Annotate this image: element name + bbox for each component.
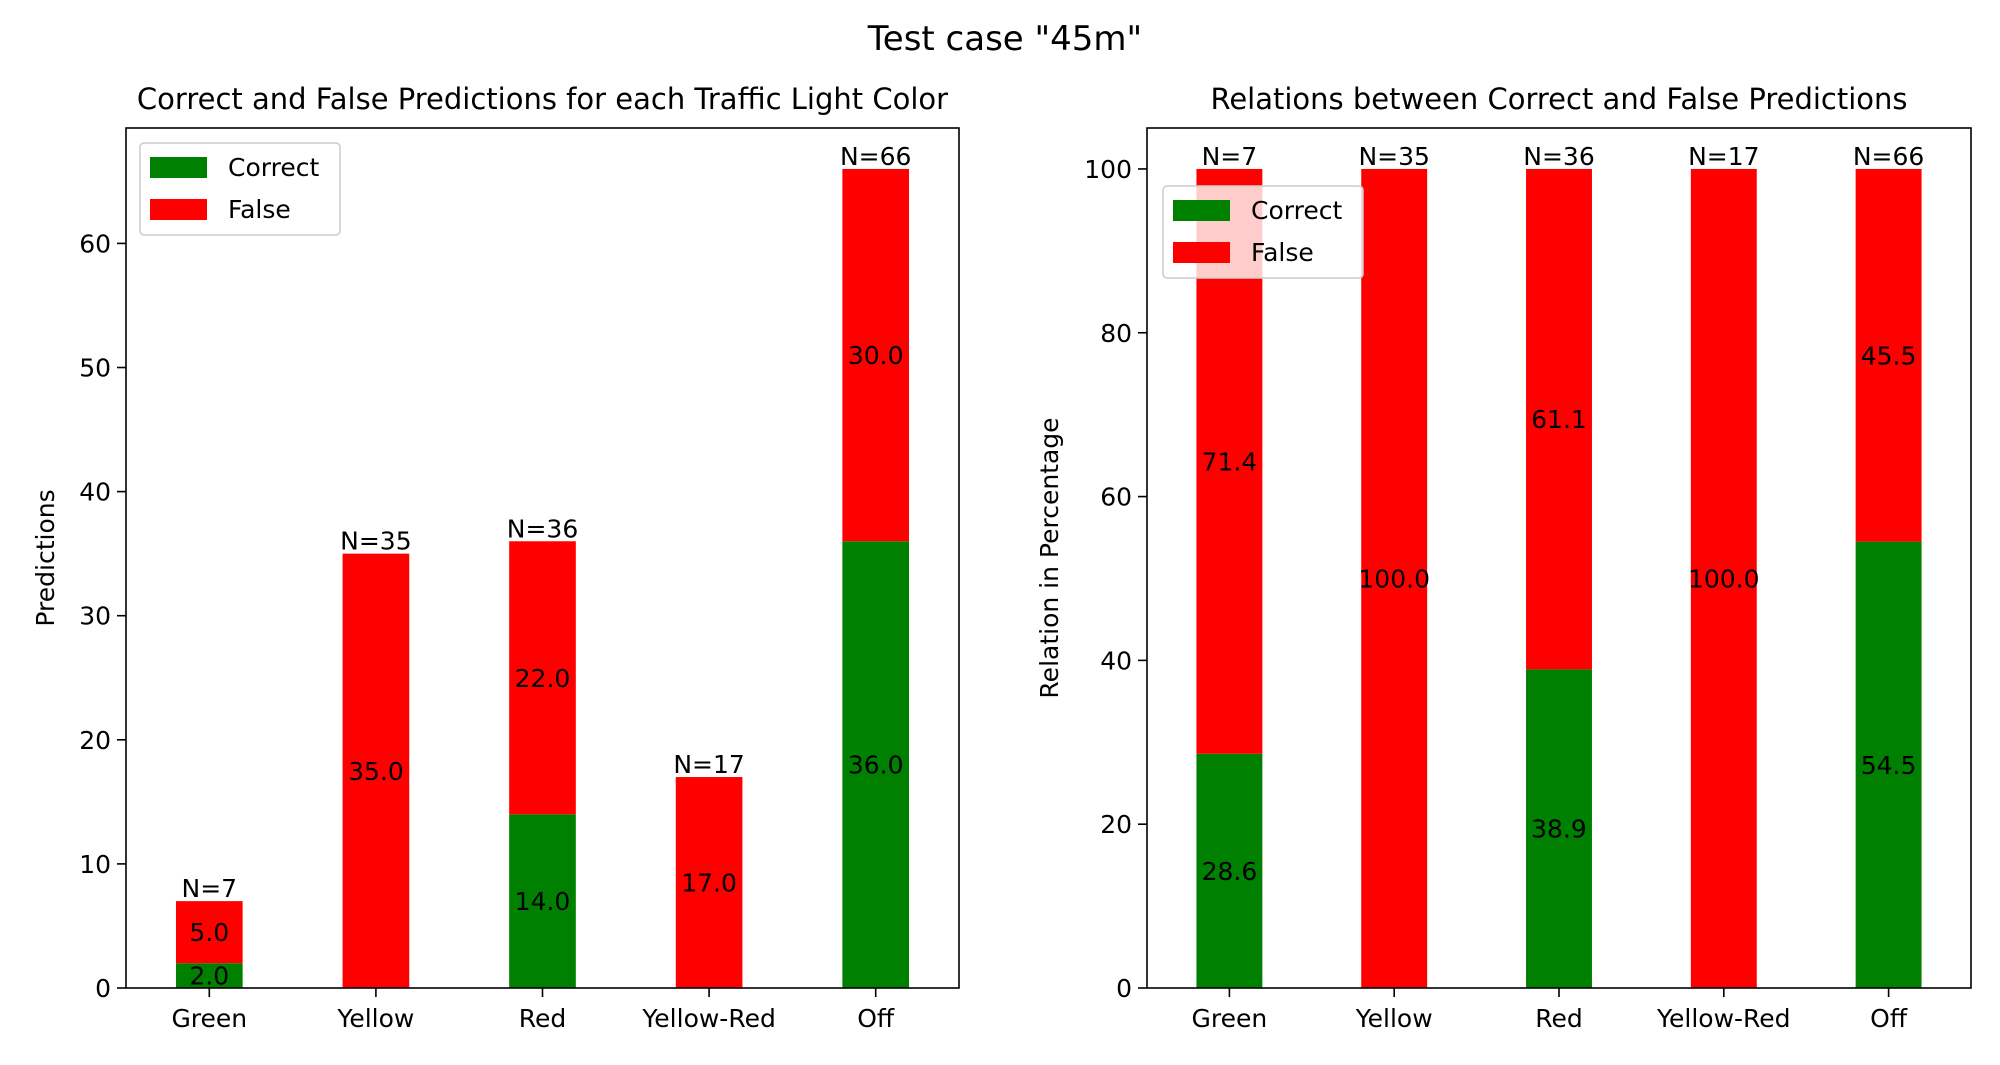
bar-false-red [509,541,576,815]
x-tick-label: Yellow-Red [1656,1004,1790,1033]
bar-value-label: 61.1 [1531,405,1587,434]
bar-total-label: N=66 [840,142,911,171]
y-tick-label: 20 [1100,810,1132,839]
bar-value-label: 100.0 [1358,564,1430,593]
y-tick-label: 0 [1116,974,1132,1003]
bar-correct-green [175,963,243,988]
y-tick-label: 20 [79,726,111,755]
bar-value-label: 22.0 [515,664,571,693]
x-tick-label: Green [1192,1004,1268,1033]
x-tick-label: Red [1535,1004,1583,1033]
y-tick-label: 40 [79,478,111,507]
x-tick-label: Off [1870,1004,1908,1033]
bar-value-label: 54.5 [1861,751,1917,780]
y-axis-label: Relation in Percentage [1035,417,1064,698]
bar-correct-off [842,541,910,988]
bar-total-label: N=7 [182,874,238,903]
bar-correct-red [1526,669,1592,988]
x-tick-label: Red [519,1004,567,1033]
bar-total-label: N=36 [1523,142,1594,171]
bar-value-label: 100.0 [1688,564,1760,593]
bar-total-label: N=36 [507,514,578,543]
chart-panel-1: 2.0 14.0 36.0 5.0 35.0 22.0 17.0 30.0 N=7 N=35 N=3… [31,82,960,1033]
y-tick-label: 80 [1100,319,1132,348]
legend: Correct False [1162,185,1364,279]
bar-value-label: 35.0 [348,757,404,786]
bar-correct-green [1196,753,1263,988]
x-tick-label: Yellow [1355,1004,1433,1033]
x-tick-label: Yellow-Red [641,1004,775,1033]
bar-false-green [175,901,243,964]
legend-swatch-correct [1173,200,1230,221]
bar-correct-off [1855,541,1922,988]
y-tick-label: 10 [79,850,111,879]
legend-swatch-correct [150,157,207,178]
bar-correct-red [509,814,576,988]
bar-total-label: N=17 [673,750,744,779]
panel-title: Relations between Correct and False Pred… [1210,82,1907,116]
bar-total-label: N=7 [1202,142,1258,171]
bar-value-label: 5.0 [189,918,229,947]
x-tick-label: Green [171,1004,247,1033]
legend-swatch-false [150,199,207,220]
bar-false-yellow-red [675,777,743,988]
legend: Correct False [139,142,341,236]
bar-false-red [1526,168,1592,670]
legend-label-correct: Correct [228,153,319,182]
bar-total-label: N=66 [1853,142,1924,171]
bar-total-label: N=35 [340,527,411,556]
x-tick-label: Yellow [336,1004,414,1033]
bar-total-label: N=17 [1688,142,1759,171]
bar-value-label: 17.0 [681,869,737,898]
bar-value-label: 2.0 [189,962,229,991]
bar-value-label: 45.5 [1861,341,1917,370]
bar-false-yellow [1361,168,1428,988]
chart-panel-2: 28.6 38.9 54.5 71.4 100.0 61.1 100.0 45.5 N=7 N=3… [1035,82,1972,1033]
legend-swatch-false [1173,242,1230,263]
y-tick-label: 30 [79,602,111,631]
y-tick-label: 50 [79,354,111,383]
y-tick-label: 60 [79,229,111,258]
figure-suptitle: Test case "45m" [867,19,1142,59]
y-axis-label: Predictions [31,489,60,626]
bar-false-off [1855,168,1922,542]
x-tick-label: Off [857,1004,895,1033]
bar-value-label: 30.0 [848,341,904,370]
y-tick-label: 100 [1084,155,1132,184]
bar-value-label: 28.6 [1202,857,1258,886]
y-tick-label: 0 [95,974,111,1003]
bar-false-yellow-red [1690,168,1757,988]
legend-label-correct: Correct [1251,196,1342,225]
legend-label-false: False [1251,238,1314,267]
y-tick-label: 60 [1100,483,1132,512]
bar-false-off [842,168,910,542]
bar-value-label: 38.9 [1531,815,1587,844]
bar-value-label: 36.0 [848,751,904,780]
y-tick-label: 40 [1100,646,1132,675]
bar-value-label: 14.0 [515,887,571,916]
bar-total-label: N=35 [1358,142,1429,171]
bar-false-yellow [342,553,410,988]
legend-label-false: False [228,195,291,224]
bar-value-label: 71.4 [1202,447,1258,476]
panel-title: Correct and False Predictions for each T… [137,82,948,116]
